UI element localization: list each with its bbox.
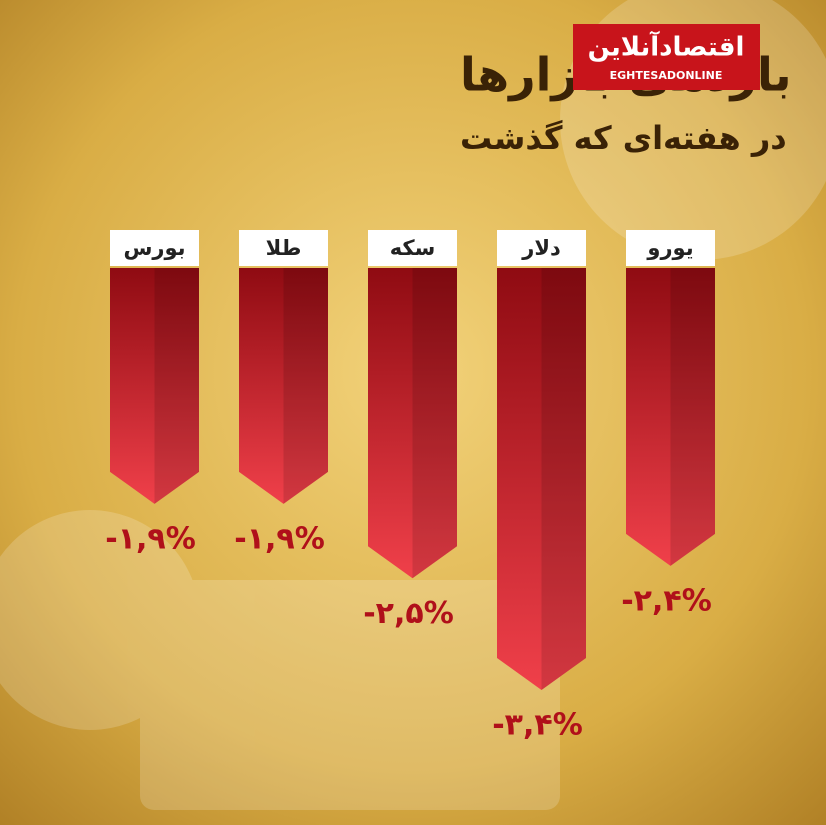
- category-box: [239, 230, 328, 266]
- category-label: سکه: [390, 236, 436, 260]
- bar-shade: [154, 268, 199, 504]
- value-label: -۲,۴%: [621, 583, 712, 618]
- bar: [239, 268, 328, 504]
- category-label: دلار: [521, 236, 561, 260]
- value-label: -۱,۹%: [234, 521, 325, 556]
- bar: [497, 268, 586, 690]
- value-label: -۲,۵%: [363, 596, 454, 631]
- category-box: [626, 230, 715, 266]
- category-box: [497, 230, 586, 266]
- bar: [110, 268, 199, 504]
- logo-latin: EGHTESADONLINE: [610, 69, 723, 82]
- logo-box: [573, 24, 760, 90]
- bar-shade: [670, 268, 715, 566]
- category-label: طلا: [266, 236, 302, 260]
- bar-shade: [283, 268, 328, 504]
- category-label: یورو: [646, 236, 693, 260]
- value-label: -۱,۹%: [105, 521, 196, 556]
- category-box: [368, 230, 457, 266]
- bar-shade: [412, 268, 457, 579]
- bar: [368, 268, 457, 579]
- chart-subtitle: در هفته‌ای که گذشت: [460, 119, 787, 157]
- category-box: [110, 230, 199, 266]
- logo-text: اقتصادآنلاین: [588, 31, 745, 63]
- value-label: -۳,۴%: [492, 708, 583, 743]
- category-label: بورس: [123, 236, 185, 260]
- bar-shade: [541, 268, 586, 690]
- bar: [626, 268, 715, 566]
